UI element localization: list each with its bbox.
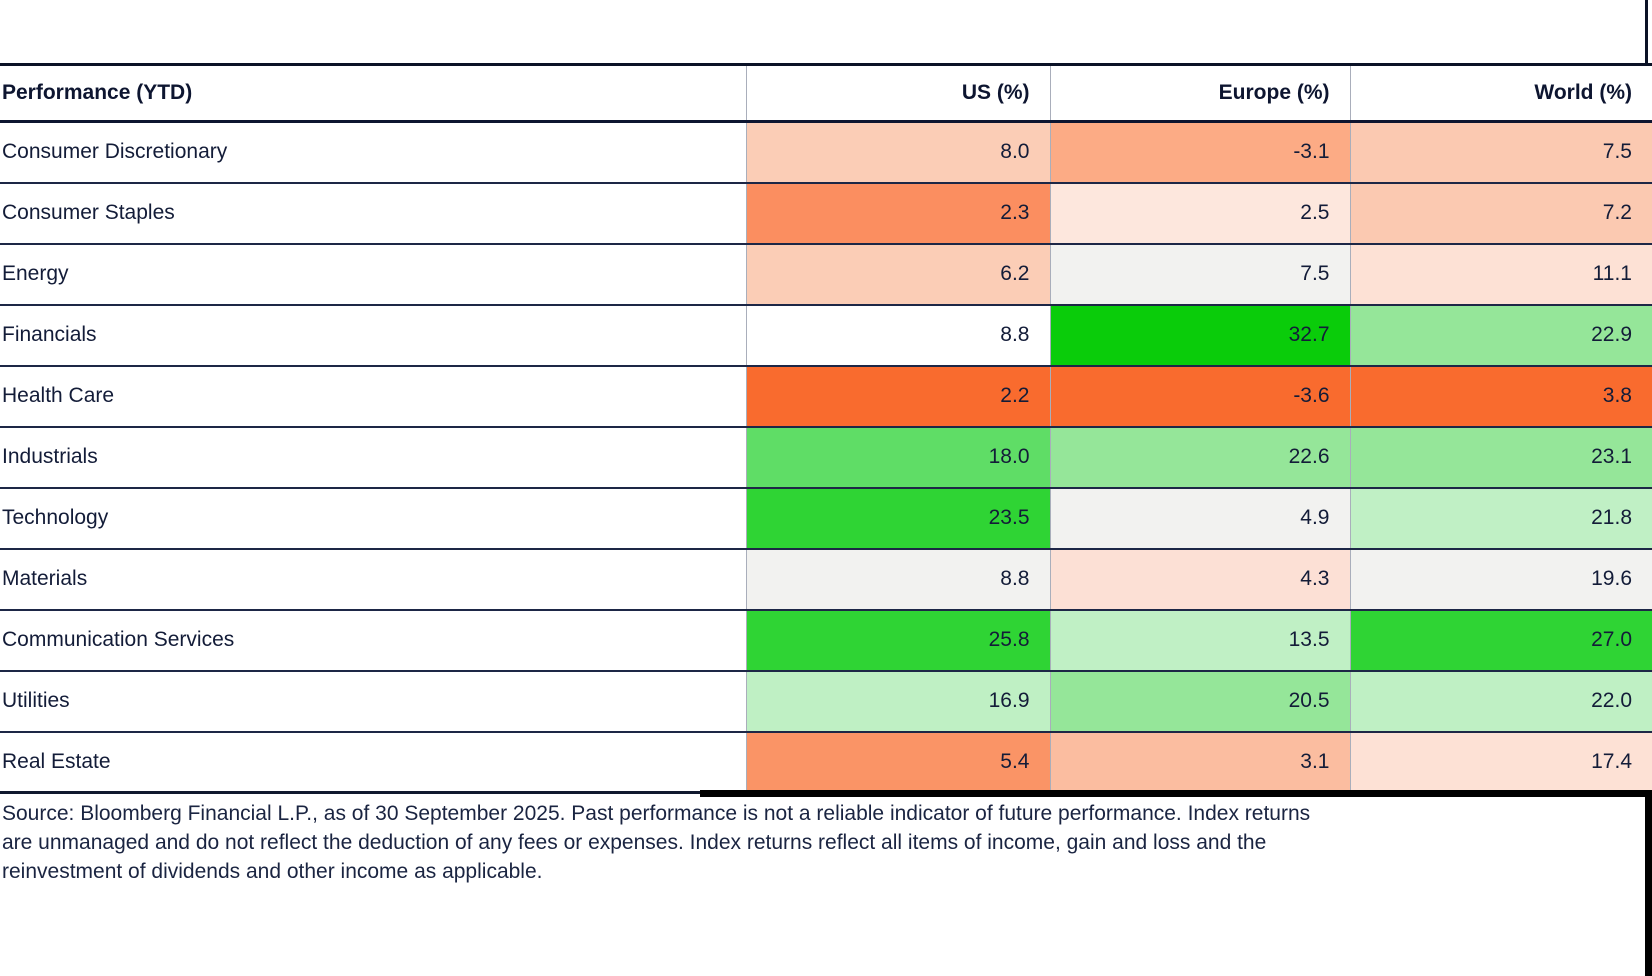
table-row: Technology 23.5 4.9 21.8 bbox=[0, 487, 1652, 550]
value-cell: 2.2 bbox=[745, 365, 1050, 428]
table-row: Real Estate 5.4 3.1 17.4 bbox=[0, 731, 1652, 794]
value-cell: -3.1 bbox=[1049, 121, 1350, 184]
sector-label: Utilities bbox=[0, 670, 746, 733]
table-row: Industrials 18.0 22.6 23.1 bbox=[0, 426, 1652, 489]
value-cell: 4.3 bbox=[1049, 548, 1350, 611]
footnote-line-3: reinvestment of dividends and other inco… bbox=[2, 860, 543, 883]
column-header-us: US (%) bbox=[745, 64, 1050, 123]
value-cell: 2.3 bbox=[745, 182, 1050, 245]
footnote-line-2: are unmanaged and do not reflect the ded… bbox=[2, 831, 1267, 854]
value-cell: 7.5 bbox=[1049, 243, 1350, 306]
value-cell: 21.8 bbox=[1349, 487, 1652, 550]
value-cell: 3.8 bbox=[1349, 365, 1652, 428]
value-cell: 20.5 bbox=[1049, 670, 1350, 733]
value-cell: 13.5 bbox=[1049, 609, 1350, 672]
sector-label: Real Estate bbox=[0, 731, 746, 794]
value-cell: 23.5 bbox=[745, 487, 1050, 550]
sector-label: Energy bbox=[0, 243, 746, 306]
value-cell: 3.1 bbox=[1049, 731, 1350, 794]
value-cell: 8.8 bbox=[745, 548, 1050, 611]
value-cell: 4.9 bbox=[1049, 487, 1350, 550]
value-cell: 6.2 bbox=[745, 243, 1050, 306]
value-cell: 8.0 bbox=[745, 121, 1050, 184]
value-cell: 27.0 bbox=[1349, 609, 1652, 672]
performance-table: Performance (YTD) US (%) Europe (%) Worl… bbox=[0, 63, 1652, 794]
value-cell: 16.9 bbox=[745, 670, 1050, 733]
value-cell: -3.6 bbox=[1049, 365, 1350, 428]
sector-label: Technology bbox=[0, 487, 746, 550]
value-cell: 19.6 bbox=[1349, 548, 1652, 611]
value-cell: 2.5 bbox=[1049, 182, 1350, 245]
table-row: Health Care 2.2 -3.6 3.8 bbox=[0, 365, 1652, 428]
value-cell: 22.0 bbox=[1349, 670, 1652, 733]
value-cell: 11.1 bbox=[1349, 243, 1652, 306]
sector-label: Consumer Staples bbox=[0, 182, 746, 245]
value-cell: 25.8 bbox=[745, 609, 1050, 672]
sector-label: Health Care bbox=[0, 365, 746, 428]
source-footnote: Source: Bloomberg Financial L.P., as of … bbox=[2, 799, 1582, 886]
value-cell: 17.4 bbox=[1349, 731, 1652, 794]
value-cell: 7.5 bbox=[1349, 121, 1652, 184]
value-cell: 32.7 bbox=[1049, 304, 1350, 367]
sector-label: Industrials bbox=[0, 426, 746, 489]
table-body: Consumer Discretionary 8.0 -3.1 7.5 Consumer… bbox=[0, 121, 1652, 794]
table-row: Energy 6.2 7.5 11.1 bbox=[0, 243, 1652, 306]
table-row: Utilities 16.9 20.5 22.0 bbox=[0, 670, 1652, 733]
table-row: Communication Services 25.8 13.5 27.0 bbox=[0, 609, 1652, 672]
footnote-line-1: Source: Bloomberg Financial L.P., as of … bbox=[2, 802, 1311, 825]
value-cell: 23.1 bbox=[1349, 426, 1652, 489]
value-cell: 8.8 bbox=[745, 304, 1050, 367]
value-cell: 5.4 bbox=[745, 731, 1050, 794]
header-row: Performance (YTD) US (%) Europe (%) Worl… bbox=[0, 64, 1652, 123]
table-row: Consumer Staples 2.3 2.5 7.2 bbox=[0, 182, 1652, 245]
page-edge-marker-top-right bbox=[1645, 0, 1648, 66]
sector-label: Materials bbox=[0, 548, 746, 611]
value-cell: 7.2 bbox=[1349, 182, 1652, 245]
table-row: Consumer Discretionary 8.0 -3.1 7.5 bbox=[0, 121, 1652, 184]
table-row: Materials 8.8 4.3 19.6 bbox=[0, 548, 1652, 611]
column-header-europe: Europe (%) bbox=[1049, 64, 1350, 123]
value-cell: 22.9 bbox=[1349, 304, 1652, 367]
value-cell: 22.6 bbox=[1049, 426, 1350, 489]
column-header-world: World (%) bbox=[1349, 64, 1652, 123]
sector-label: Communication Services bbox=[0, 609, 746, 672]
value-cell: 18.0 bbox=[745, 426, 1050, 489]
sector-label: Financials bbox=[0, 304, 746, 367]
table-row: Financials 8.8 32.7 22.9 bbox=[0, 304, 1652, 367]
table-title: Performance (YTD) bbox=[0, 64, 746, 123]
sector-label: Consumer Discretionary bbox=[0, 121, 746, 184]
